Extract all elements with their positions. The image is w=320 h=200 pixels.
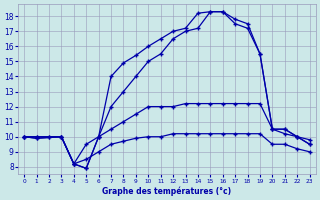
X-axis label: Graphe des températures (°c): Graphe des températures (°c) xyxy=(102,186,231,196)
